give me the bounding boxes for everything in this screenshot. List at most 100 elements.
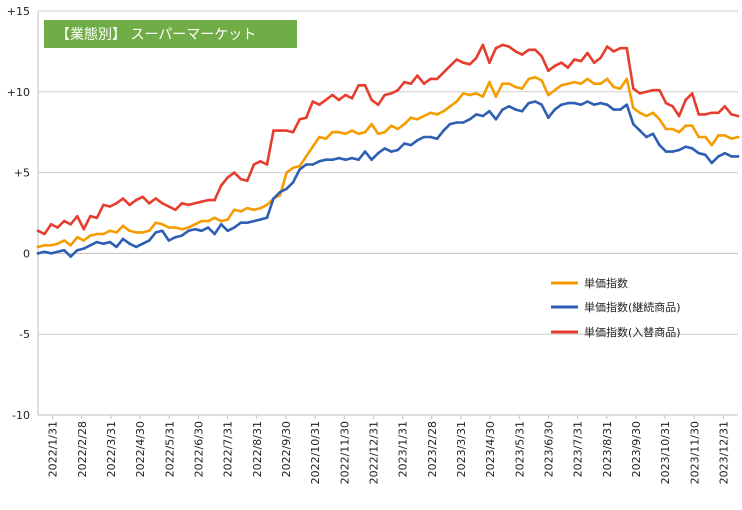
data-point xyxy=(226,176,229,179)
data-point xyxy=(651,88,655,92)
data-point xyxy=(154,231,158,234)
data-point xyxy=(690,124,694,127)
series-line xyxy=(36,76,740,249)
data-point xyxy=(102,242,105,245)
chart-title-background xyxy=(44,20,297,48)
data-point xyxy=(717,111,720,115)
data-point xyxy=(121,197,125,200)
data-point xyxy=(95,240,99,244)
data-point xyxy=(501,82,504,85)
data-point xyxy=(174,226,177,229)
data-point xyxy=(56,226,59,229)
data-point xyxy=(383,93,387,97)
data-point xyxy=(671,127,674,131)
data-point xyxy=(147,229,151,233)
data-point xyxy=(187,226,190,229)
data-point xyxy=(259,206,262,210)
data-point xyxy=(710,161,714,165)
data-point xyxy=(193,202,197,205)
data-point xyxy=(442,109,445,113)
data-point xyxy=(690,147,694,150)
x-tick-label: 2023/7/31 xyxy=(572,421,585,477)
data-point xyxy=(658,88,661,92)
data-point xyxy=(298,164,302,168)
data-point xyxy=(337,130,341,134)
x-tick-label: 2022/2/28 xyxy=(76,421,89,477)
data-point xyxy=(167,239,171,242)
data-point xyxy=(664,101,668,105)
data-point xyxy=(161,223,164,226)
data-point xyxy=(239,177,243,181)
data-point xyxy=(370,158,373,161)
data-point xyxy=(455,58,459,61)
data-point xyxy=(115,231,118,234)
data-point xyxy=(677,148,681,152)
data-point xyxy=(553,64,557,68)
data-point xyxy=(684,98,687,102)
chart-title-box: 【業態別】 スーパーマーケット xyxy=(44,20,297,48)
data-point xyxy=(252,163,256,166)
data-point xyxy=(206,219,210,223)
data-point xyxy=(632,106,635,110)
data-point xyxy=(586,77,589,81)
series-line xyxy=(36,100,740,258)
data-point xyxy=(468,118,472,121)
data-point xyxy=(481,95,485,98)
data-point xyxy=(645,114,648,118)
y-tick-label: +10 xyxy=(7,86,30,99)
data-point xyxy=(89,214,92,218)
data-point xyxy=(573,58,576,61)
data-point xyxy=(49,223,53,226)
data-point xyxy=(664,127,668,131)
data-point xyxy=(461,121,465,124)
x-tick-label: 2023/12/31 xyxy=(717,421,730,484)
x-tick-label: 2022/9/30 xyxy=(280,421,293,477)
data-point xyxy=(265,203,269,207)
data-point xyxy=(651,111,655,115)
data-point xyxy=(121,237,125,241)
data-point xyxy=(344,93,347,97)
data-point xyxy=(658,143,661,147)
data-point xyxy=(383,130,387,134)
data-point xyxy=(141,195,144,199)
data-point xyxy=(632,87,635,90)
data-point xyxy=(481,43,485,47)
data-point xyxy=(586,51,589,55)
data-point xyxy=(357,84,360,87)
data-point xyxy=(180,234,184,237)
data-point xyxy=(533,76,537,79)
data-point xyxy=(416,118,419,121)
data-point xyxy=(147,239,151,242)
data-point xyxy=(233,226,236,229)
data-point xyxy=(684,124,687,127)
data-point xyxy=(337,98,341,102)
data-point xyxy=(43,250,46,254)
data-point xyxy=(62,219,66,223)
data-point xyxy=(115,202,118,205)
data-point xyxy=(736,114,740,118)
data-point xyxy=(494,46,498,50)
data-point xyxy=(278,190,282,194)
data-point xyxy=(344,158,347,161)
data-point xyxy=(167,205,171,208)
data-point xyxy=(435,137,439,140)
data-point xyxy=(488,109,491,113)
data-point xyxy=(376,103,380,106)
data-point xyxy=(507,45,511,48)
x-tick-label: 2023/11/30 xyxy=(688,421,701,484)
data-point xyxy=(592,82,596,85)
data-point xyxy=(357,158,360,161)
data-point xyxy=(390,92,393,95)
data-point xyxy=(213,216,216,220)
data-point xyxy=(285,187,288,191)
x-tick-label: 2022/3/31 xyxy=(105,421,118,477)
data-point xyxy=(318,160,321,163)
data-point xyxy=(161,202,164,205)
data-point xyxy=(134,198,138,202)
data-point xyxy=(219,219,223,223)
x-tick-label: 2022/10/31 xyxy=(309,421,322,484)
data-point xyxy=(612,85,615,89)
data-point xyxy=(128,242,131,245)
data-point xyxy=(527,77,530,81)
y-tick-label: +15 xyxy=(7,5,30,18)
